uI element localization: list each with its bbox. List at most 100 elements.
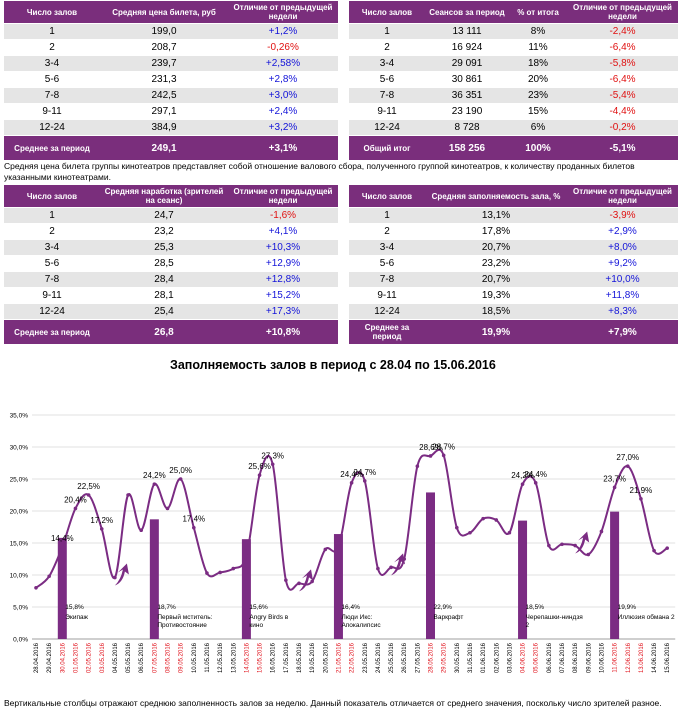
- y-tick-label: 25,0%: [10, 477, 29, 484]
- col-header: Число залов: [349, 1, 425, 24]
- table-cell: +17,3%: [228, 303, 338, 320]
- bar-value-label: 18,7%: [157, 604, 176, 611]
- table-row: 3-4 25,3 +10,3%: [4, 239, 338, 256]
- data-point: [665, 546, 669, 550]
- table-cell: 2: [349, 39, 425, 56]
- table-total-cell: Среднее за период: [4, 319, 100, 344]
- table-cell: -3,9%: [567, 207, 678, 224]
- table-cell: 20,7%: [425, 271, 567, 288]
- x-tick-label: 09.06.2016: [586, 642, 592, 673]
- table-cell: +12,9%: [228, 255, 338, 272]
- bar-value-label: 16,4%: [341, 604, 360, 611]
- x-tick-label: 30.05.2016: [455, 642, 461, 673]
- data-point: [573, 543, 577, 548]
- data-point: [113, 575, 117, 580]
- table-row: 1 199,0 +1,2%: [4, 23, 338, 40]
- table-cell: 15%: [509, 103, 567, 120]
- table-cell: -6,4%: [567, 39, 678, 56]
- viewers-per-session-table: Число залов Средняя наработка (зрителей …: [4, 185, 338, 344]
- table-cell: 5-6: [4, 255, 100, 272]
- table-cell: -1,6%: [228, 207, 338, 224]
- bar-value-label: 19,9%: [618, 604, 637, 611]
- table-cell: 242,5: [100, 87, 228, 104]
- table-cell: +2,8%: [228, 71, 338, 88]
- table-cell: 7-8: [4, 87, 100, 104]
- table-cell: -5,8%: [567, 55, 678, 72]
- x-tick-label: 08.05.2016: [166, 642, 172, 673]
- table-cell: 12-24: [4, 303, 100, 320]
- table-cell: 2: [4, 39, 100, 56]
- data-point: [612, 485, 617, 490]
- ticket-price-note: Средняя цена билета группы кинотеатров п…: [4, 161, 635, 182]
- table-cell: 30 861: [425, 71, 509, 88]
- table-row: 7-8 36 351 23% -5,4%: [349, 87, 678, 104]
- point-label: 17,2%: [90, 516, 113, 525]
- table-cell: -0,26%: [228, 39, 338, 56]
- data-point: [494, 518, 499, 522]
- table-cell: +15,2%: [228, 287, 338, 304]
- y-tick-label: 15,0%: [10, 541, 29, 548]
- x-tick-label: 29.04.2016: [47, 642, 53, 673]
- point-label: 27,3%: [261, 451, 284, 460]
- data-point: [34, 586, 38, 590]
- table-cell: +11,8%: [567, 287, 678, 304]
- data-point: [73, 506, 78, 511]
- table-cell: 5-6: [349, 255, 425, 272]
- data-point: [639, 497, 643, 501]
- table-cell: +10,3%: [228, 239, 338, 256]
- table-row: 2 23,2 +4,1%: [4, 223, 338, 240]
- data-point: [257, 473, 262, 477]
- table-cell: 12-24: [349, 119, 425, 136]
- data-point: [547, 543, 551, 548]
- x-tick-label: 10.05.2016: [192, 642, 198, 673]
- table-cell: 19,3%: [425, 287, 567, 304]
- table-cell: 5-6: [4, 71, 100, 88]
- trend-arrow-icon: [391, 553, 406, 576]
- table-cell: 9-11: [349, 287, 425, 304]
- table-cell: +8,3%: [567, 303, 678, 320]
- x-tick-label: 27.05.2016: [415, 642, 421, 673]
- data-point: [441, 453, 446, 458]
- table-cell: 23 190: [425, 103, 509, 120]
- data-point: [60, 545, 65, 549]
- weekly-bar: [149, 519, 159, 639]
- col-header: Отличие от предыдущей недели: [228, 1, 338, 24]
- x-tick-label: 05.06.2016: [534, 642, 540, 673]
- x-tick-label: 28.04.2016: [34, 642, 40, 673]
- table-row: 2 17,8% +2,9%: [349, 223, 678, 240]
- data-point: [192, 525, 196, 530]
- table-cell: 13,1%: [425, 207, 567, 224]
- x-tick-label: 06.06.2016: [547, 642, 553, 673]
- data-point: [362, 479, 367, 483]
- table-cell: 24,7: [100, 207, 228, 224]
- col-header: Число залов: [4, 185, 100, 208]
- table-row: 9-11 28,1 +15,2%: [4, 287, 338, 304]
- table-row: 1 13,1% -3,9%: [349, 207, 678, 224]
- table-total-cell: -5,1%: [567, 135, 678, 160]
- data-point: [139, 528, 143, 532]
- table-cell: 25,3: [100, 239, 228, 256]
- occupancy-table: Число залов Средняя заполняемость зала, …: [349, 185, 678, 344]
- x-tick-label: 07.05.2016: [152, 642, 158, 673]
- x-tick-label: 04.05.2016: [113, 642, 119, 673]
- x-tick-label: 01.06.2016: [481, 642, 487, 673]
- table-cell: 8%: [509, 23, 567, 40]
- table-cell: 9-11: [4, 103, 100, 120]
- table-row: 5-6 30 861 20% -6,4%: [349, 71, 678, 88]
- x-tick-label: 10.06.2016: [599, 642, 605, 673]
- x-tick-label: 24.05.2016: [376, 642, 382, 673]
- chart-title: Заполняемость залов в период с 28.04 по …: [170, 358, 496, 372]
- data-point: [507, 530, 512, 535]
- table-cell: -6,4%: [567, 71, 678, 88]
- data-point: [455, 525, 459, 530]
- bar-value-label: 18,5%: [526, 604, 545, 611]
- table-cell: 5-6: [349, 71, 425, 88]
- table-cell: 1: [4, 23, 100, 40]
- table-cell: +3,0%: [228, 87, 338, 104]
- point-label: 28,6%: [419, 443, 442, 452]
- trend-arrow-icon: [575, 531, 590, 554]
- data-point: [560, 542, 564, 547]
- point-label: 28,7%: [432, 442, 455, 451]
- table-total-cell: Среднее за период: [349, 319, 425, 344]
- table-row: 5-6 231,3 +2,8%: [4, 71, 338, 88]
